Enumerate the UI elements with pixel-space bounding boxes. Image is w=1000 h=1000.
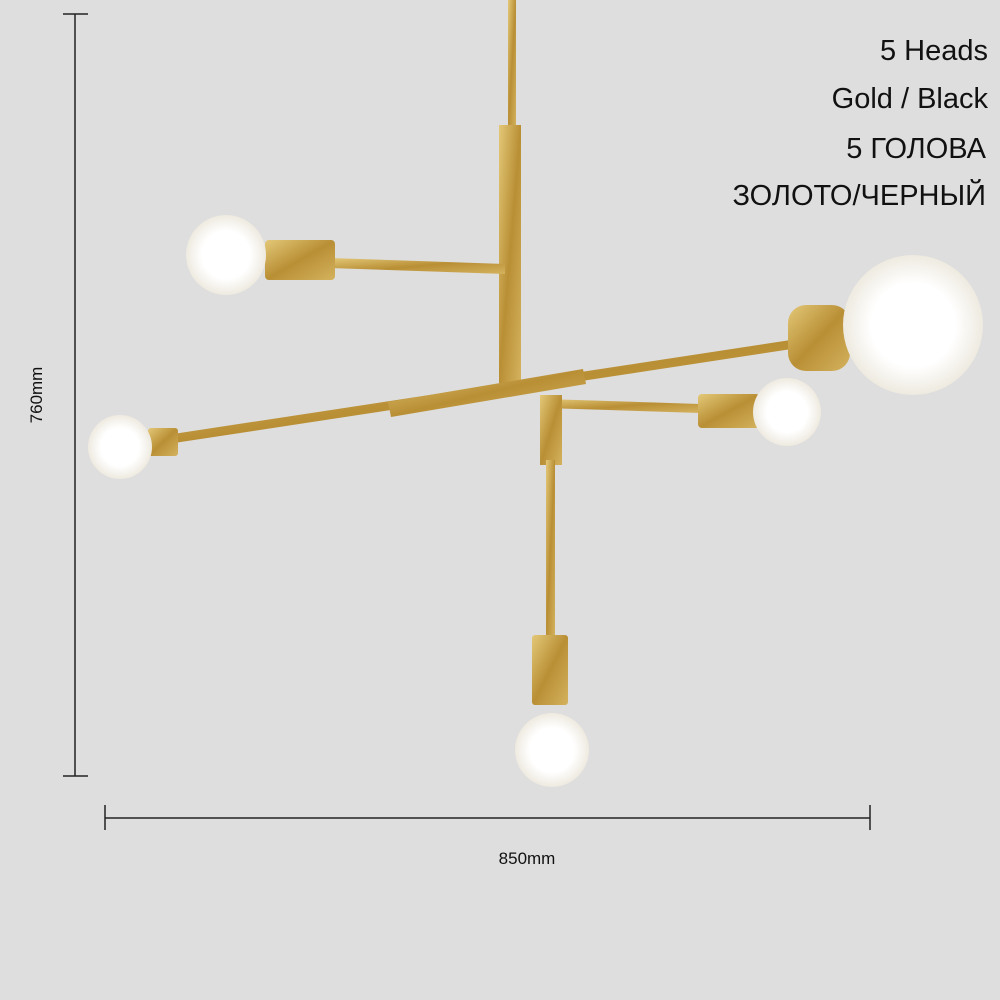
rod-sleeve [540,395,562,465]
height-label: 760mm [27,367,46,424]
socket [788,305,850,371]
width-label: 850mm [499,849,556,868]
dimension-lines [63,13,871,830]
spec-text: ЗОЛОТО/ЧЕРНЫЙ [732,178,986,212]
bulb [753,378,821,446]
arm [330,258,505,274]
bulb [843,255,983,395]
spec-text: 5 Heads [880,35,988,67]
bulb [515,713,589,787]
socket [148,428,178,456]
socket [532,635,568,705]
rod [546,460,555,640]
bulb [186,215,266,295]
spec-text: 5 ГОЛОВА [846,133,986,165]
lamp [88,0,983,787]
rod-sleeve [499,125,521,383]
bulb [88,415,152,479]
socket [265,240,335,280]
rod [508,0,516,130]
spec-text: Gold / Black [832,83,989,115]
arm-sleeve [388,369,586,417]
arm [545,399,700,413]
socket [698,394,760,428]
